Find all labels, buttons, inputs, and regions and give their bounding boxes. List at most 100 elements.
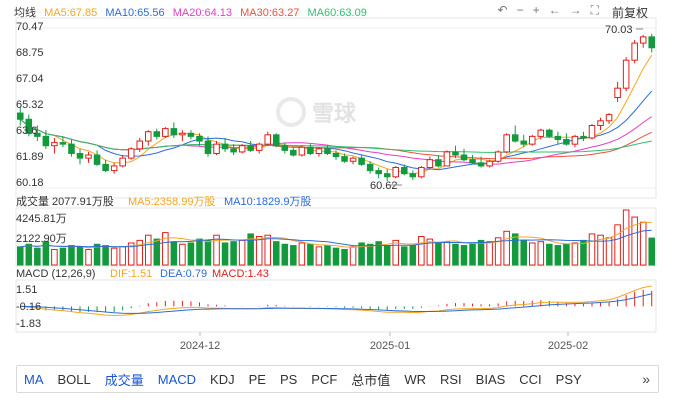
macd-dea-line (20, 293, 652, 314)
pan-right-icon[interactable]: → (569, 3, 582, 17)
volume-bar (426, 238, 434, 266)
candle-body (554, 135, 562, 140)
volume-panel-border (15, 207, 657, 267)
tab-rsi[interactable]: RSI (439, 371, 462, 387)
volume-bar (383, 245, 391, 266)
tab-ps[interactable]: PS (279, 371, 298, 387)
candle-body (153, 131, 161, 137)
tab-bias[interactable]: BIAS (475, 371, 506, 387)
volume-bar (213, 234, 220, 266)
volume-bar (639, 221, 647, 266)
tab-ma[interactable]: MA (24, 371, 44, 387)
volume-bar (477, 239, 485, 266)
tab-kdj[interactable]: KDJ (210, 371, 235, 387)
volume-bar (42, 241, 50, 266)
volume-bar (179, 243, 186, 266)
price-tick-label: 60.18 (16, 177, 44, 189)
tab-pcf[interactable]: PCF (311, 371, 338, 387)
zoom-in-icon[interactable]: + (532, 3, 540, 17)
volume-bar (59, 247, 67, 266)
tab-market-cap[interactable]: 总市值 (351, 372, 391, 388)
tab-wr[interactable]: WR (404, 371, 426, 387)
volume-bar (460, 245, 468, 266)
candle-body (315, 148, 323, 154)
candle-body (358, 157, 365, 165)
ma-header-label: 均线 (14, 7, 36, 19)
volume-bar (170, 241, 178, 266)
candle-body (520, 140, 528, 145)
x-axis-date-label: 2025-01 (370, 340, 410, 352)
volume-bar (366, 243, 374, 266)
volume-bar (486, 241, 493, 266)
volume-header-label: 成交量 2077.91万股 (16, 194, 114, 208)
pan-left-icon[interactable]: ← (548, 3, 561, 17)
fullscreen-icon[interactable]: ⛶ (590, 3, 599, 17)
volume-bar (528, 242, 536, 266)
volume-bar (511, 233, 519, 266)
volume-bar (614, 224, 621, 266)
candle-body (127, 148, 135, 159)
candle-body (648, 36, 656, 49)
candle-body (563, 138, 570, 145)
adjust-mode-button[interactable]: 前复权 (612, 6, 649, 20)
volume-bar (588, 233, 596, 266)
candle-body (588, 124, 596, 139)
volume-bar (324, 245, 331, 266)
candle-body (400, 166, 408, 175)
volume-bar (622, 209, 630, 266)
volume-bar (127, 242, 135, 266)
tab-cci[interactable]: CCI (519, 371, 542, 387)
x-axis-date-label: 2024-12 (180, 340, 220, 352)
price-tick-label: 63.6 (16, 125, 37, 137)
candle-body (639, 36, 647, 44)
volume-bar (520, 239, 528, 266)
volume-bar (503, 230, 510, 266)
volume-bar (221, 242, 229, 266)
volume-bar (255, 236, 263, 266)
candle-body (452, 151, 459, 156)
tab-volume[interactable]: 成交量 (104, 372, 144, 388)
candle-body (631, 42, 638, 61)
volume-bar (375, 241, 382, 266)
tab-pe[interactable]: PE (248, 371, 266, 387)
candle-body (196, 135, 203, 142)
undo-icon[interactable]: ↶ (497, 3, 508, 17)
volume-bar (110, 247, 118, 266)
ma60-value: MA60:63.09 (307, 7, 367, 19)
ma20-value: MA20:64.13 (172, 7, 233, 19)
candle-body (51, 142, 58, 147)
candle-body (221, 143, 229, 150)
candle-body (272, 134, 280, 147)
tab-macd[interactable]: MACD (157, 371, 197, 387)
candle-body (528, 135, 536, 145)
volume-bar (358, 242, 365, 266)
price-panel-border (15, 17, 657, 199)
indicator-tabs: MA BOLL 成交量 MACD KDJ PE PS PCF 总市值 WR RS… (16, 365, 659, 393)
more-tabs-icon[interactable]: » (642, 371, 650, 387)
volume-bar (392, 239, 400, 266)
candle-body (119, 157, 126, 167)
candle-body (34, 132, 41, 137)
candle-body (366, 163, 374, 172)
candle-body (546, 129, 553, 137)
price-tick-label: 68.75 (16, 47, 44, 59)
volume-bar (452, 243, 459, 266)
high-price-label: 70.03 (605, 24, 633, 36)
candle-body (494, 151, 502, 162)
volume-bar (580, 239, 587, 266)
candle-body (503, 134, 510, 153)
chart-toolbar: ↶ − + ← → ⛶ (498, 3, 600, 18)
candle-body (580, 135, 587, 139)
volume-bar (238, 239, 246, 266)
zoom-out-icon[interactable]: − (516, 3, 524, 17)
candle-body (477, 162, 485, 167)
volume-ma10-line (20, 229, 652, 248)
macd-tick-label: -1.83 (16, 318, 41, 330)
candle-body (230, 148, 237, 153)
candle-body (375, 170, 382, 175)
candle-body (597, 120, 604, 126)
candle-body (213, 143, 220, 154)
tab-psy[interactable]: PSY (555, 371, 582, 387)
tab-boll[interactable]: BOLL (57, 371, 91, 387)
